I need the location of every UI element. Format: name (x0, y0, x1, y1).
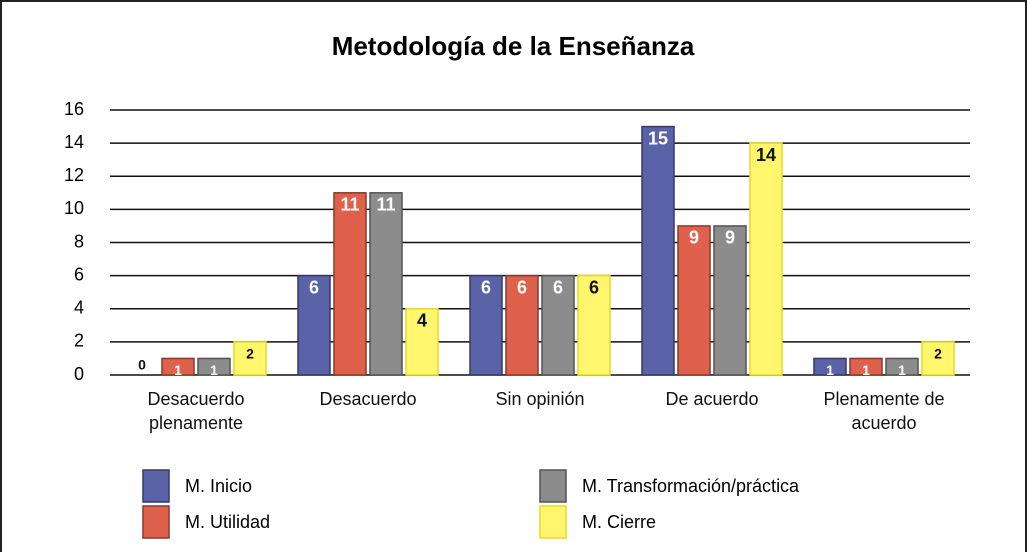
bar (921, 341, 955, 376)
data-label: 1 (898, 362, 906, 378)
bar (813, 357, 847, 376)
legend-swatch (539, 469, 567, 503)
data-label: 9 (725, 228, 735, 248)
data-label: 1 (210, 362, 218, 378)
data-label: 2 (934, 346, 942, 362)
y-tick-label: 0 (74, 364, 84, 384)
x-tick-label: Desacuerdo (319, 389, 417, 409)
y-tick-label: 6 (74, 264, 84, 284)
data-label: 6 (553, 277, 563, 297)
data-label: 11 (340, 195, 359, 215)
bar (541, 274, 575, 376)
x-tick-label: De acuerdo (665, 389, 759, 409)
bar (505, 274, 539, 376)
bar (197, 357, 231, 376)
data-label: 0 (138, 357, 146, 373)
bar (749, 142, 783, 376)
legend-label: M. Inicio (185, 476, 252, 496)
bar (469, 274, 503, 376)
legend-swatch (142, 505, 170, 539)
y-tick-label: 8 (74, 231, 84, 251)
x-tick-label: Desacuerdo plenamente (147, 389, 245, 433)
bar (641, 125, 675, 376)
data-label: 6 (309, 277, 319, 297)
data-label: 6 (589, 277, 599, 297)
bar (885, 357, 919, 376)
y-tick-label: 16 (64, 99, 84, 119)
data-label: 15 (648, 128, 668, 148)
data-label: 4 (417, 311, 427, 331)
bar (405, 308, 439, 376)
bar (369, 192, 403, 376)
y-tick-label: 14 (64, 132, 84, 152)
y-tick-label: 12 (64, 165, 84, 185)
bar (161, 357, 195, 376)
data-label: 1 (862, 362, 870, 378)
bar (849, 357, 883, 376)
bar (577, 274, 611, 376)
legend-label: M. Utilidad (185, 512, 270, 532)
x-tick-label: Plenamente de acuerdo (823, 389, 945, 433)
bar (713, 225, 747, 376)
data-label: 14 (756, 145, 776, 165)
data-label: 9 (689, 228, 699, 248)
data-label: 6 (517, 277, 527, 297)
bar (233, 341, 267, 376)
chart-title: Metodología de la Enseñanza (332, 31, 695, 61)
y-tick-label: 10 (64, 198, 84, 218)
data-label: 11 (376, 195, 395, 215)
y-tick-label: 4 (74, 298, 84, 318)
bar (677, 225, 711, 376)
bar (333, 192, 367, 376)
legend-label: M. Cierre (582, 512, 656, 532)
data-label: 1 (174, 362, 182, 378)
y-tick-label: 2 (74, 331, 84, 351)
legend-label: M. Transformación/práctica (582, 476, 800, 496)
legend-swatch (142, 469, 170, 503)
data-label: 2 (246, 346, 254, 362)
data-label: 1 (826, 362, 834, 378)
data-label: 6 (481, 277, 491, 297)
bar (297, 274, 331, 376)
x-tick-label: Sin opinión (495, 389, 585, 409)
legend-swatch (539, 505, 567, 539)
